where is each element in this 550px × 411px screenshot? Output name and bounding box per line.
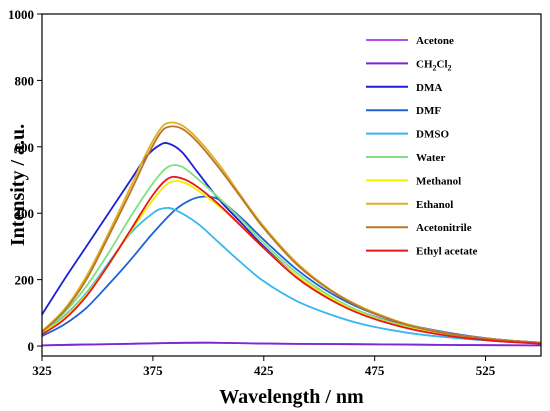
series-lines (41, 121, 542, 347)
series-line-dmso (41, 206, 542, 345)
x-axis-title: Wavelength / nm (219, 386, 364, 408)
y-tick-label: 0 (28, 339, 35, 354)
legend-label-part: Cl (437, 58, 448, 70)
series-line-water (41, 164, 542, 344)
x-tick-label: 475 (365, 363, 385, 378)
plot-frame (41, 13, 542, 357)
x-tick-label: 375 (143, 363, 163, 378)
series-line-ethyl-acetate (41, 175, 542, 345)
series-line-methanol (41, 180, 542, 345)
y-tick-label: 1000 (8, 7, 34, 22)
legend-label-part: 2 (448, 63, 452, 72)
legend-label-acetone: Acetone (416, 35, 454, 47)
legend-label-ethyl-acetate: Ethyl acetate (416, 246, 478, 258)
legend-label-part: CH (416, 58, 433, 70)
legend-label-part: 2 (433, 63, 437, 72)
series-line-acetonitrile (41, 125, 542, 344)
legend-label-ethanol: Ethanol (416, 199, 453, 211)
y-tick-label: 800 (15, 73, 35, 88)
y-tick-label: 600 (15, 140, 35, 155)
y-tick-label: 400 (15, 206, 35, 221)
legend-label-ch2cl2: CH2Cl2 (416, 58, 452, 72)
legend-label-water: Water (416, 152, 445, 164)
x-tick-label: 525 (476, 363, 496, 378)
series-line-dma (41, 142, 542, 344)
legend-label-dma: DMA (416, 82, 442, 94)
x-tick-label: 425 (254, 363, 274, 378)
axis-ticks: 325 375 425 475 525 0 200 400 600 800 1000 (8, 7, 496, 378)
legend: AcetoneCH2Cl2DMADMFDMSOWaterMethanolEtha… (366, 35, 478, 258)
legend-label-dmso: DMSO (416, 129, 449, 141)
legend-label-methanol: Methanol (416, 175, 461, 187)
y-tick-label: 200 (15, 273, 35, 288)
series-line-ch2cl2 (41, 341, 542, 347)
x-tick-label: 325 (32, 363, 52, 378)
legend-label-acetonitrile: Acetonitrile (416, 222, 472, 234)
y-axis-title: Intensity / a.u. (7, 124, 29, 246)
legend-label-dmf: DMF (416, 105, 441, 117)
